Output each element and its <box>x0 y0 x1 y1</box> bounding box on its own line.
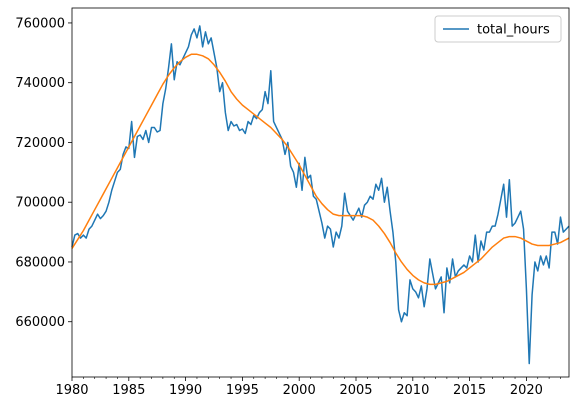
x-tick-label: 1980 <box>55 383 88 398</box>
x-tick-label: 1985 <box>112 383 145 398</box>
y-tick-label: 740000 <box>15 76 65 91</box>
x-tick-label: 1990 <box>169 383 202 398</box>
x-axis: 1980 1985 1990 1995 2000 2005 2010 2015 2020 <box>55 377 561 398</box>
legend-label: total_hours <box>477 23 550 38</box>
y-tick-label: 760000 <box>15 16 65 31</box>
y-tick-label: 700000 <box>15 196 65 211</box>
legend-box <box>434 15 562 43</box>
x-tick-label: 2015 <box>453 383 486 398</box>
y-axis: 660000 680000 700000 720000 740000 760000 <box>15 16 72 330</box>
y-tick-label: 680000 <box>15 255 65 270</box>
x-tick-label: 2005 <box>339 383 372 398</box>
x-tick-label: 2000 <box>283 383 316 398</box>
x-tick-label: 2020 <box>510 383 543 398</box>
legend: total_hours <box>434 15 562 43</box>
x-tick-label: 2010 <box>396 383 429 398</box>
series-line-total_hours <box>71 25 570 365</box>
plot-area-frame <box>71 7 570 378</box>
y-tick-label: 720000 <box>15 136 65 151</box>
series-line-trend-1 <box>71 53 570 286</box>
y-tick-label: 660000 <box>15 315 65 330</box>
series-layer <box>71 25 570 365</box>
x-tick-label: 1995 <box>226 383 259 398</box>
